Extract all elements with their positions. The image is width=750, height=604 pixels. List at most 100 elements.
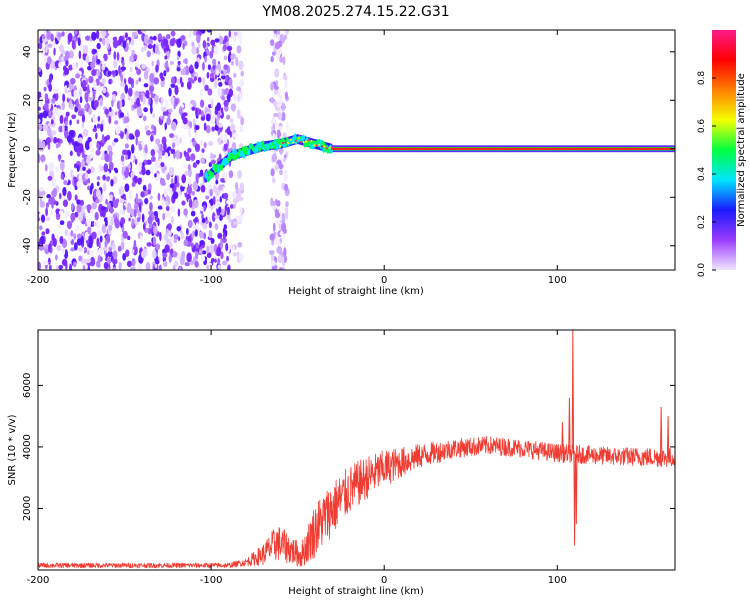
noise-blob (209, 50, 214, 59)
noise-blob (137, 177, 142, 185)
noise-blob (223, 142, 228, 151)
noise-blob (131, 143, 135, 154)
noise-blob (51, 130, 57, 136)
noise-blob (40, 214, 46, 223)
noise-blob (147, 183, 152, 191)
noise-blob (59, 220, 65, 226)
noise-blob (87, 250, 90, 256)
noise-blob (91, 201, 97, 210)
noise-blob (223, 55, 227, 61)
noise-blob (96, 68, 101, 77)
noise-blob (125, 167, 130, 176)
signal-core (281, 141, 285, 145)
noise-blob (55, 143, 59, 149)
noise-blob (218, 206, 222, 213)
noise-blob (149, 105, 153, 115)
noise-blob (143, 70, 149, 80)
noise-blob (91, 231, 97, 240)
noise-blob (110, 216, 115, 226)
noise-blob (167, 223, 172, 231)
noise-blob (238, 60, 244, 70)
noise-blob (216, 116, 219, 126)
noise-blob (84, 140, 90, 151)
noise-blob (276, 48, 282, 56)
noise-blob (200, 116, 206, 121)
noise-blob (176, 38, 182, 48)
noise-blob (57, 224, 62, 229)
noise-blob (98, 85, 101, 92)
noise-blob (213, 80, 218, 89)
noise-blob (126, 202, 132, 213)
noise-blob (157, 192, 161, 201)
noise-blob (130, 152, 134, 162)
colorbar: 0.0 0.2 0.4 0.6 0.8 Normalized spectral ampl… (697, 30, 747, 277)
spectrogram-signal (204, 133, 675, 183)
noise-blob (279, 56, 284, 63)
noise-blob (232, 252, 237, 257)
noise-blob (61, 258, 68, 267)
noise-blob (90, 182, 94, 190)
noise-blob (87, 226, 92, 235)
noise-blob (120, 81, 125, 88)
x-tick-label: 0 (381, 275, 387, 286)
noise-blob (106, 202, 111, 210)
noise-blob (90, 61, 96, 69)
noise-blob (135, 91, 140, 97)
colorbar-gradient (712, 30, 736, 270)
noise-blob (170, 30, 176, 37)
y-tick-label: 40 (22, 45, 33, 58)
noise-blob (236, 45, 242, 54)
noise-blob (85, 35, 91, 41)
noise-blob (209, 204, 214, 210)
noise-blob (93, 49, 97, 54)
noise-blob (285, 201, 289, 208)
noise-blob (112, 176, 118, 185)
noise-blob (223, 136, 228, 145)
noise-blob (55, 265, 60, 270)
noise-blob (186, 252, 192, 263)
signal-band (255, 146, 259, 153)
noise-blob (120, 73, 124, 83)
noise-blob (101, 209, 106, 218)
signal-core (289, 138, 292, 141)
noise-blob (58, 264, 64, 270)
noise-blob (162, 111, 168, 116)
noise-blob (135, 136, 138, 146)
noise-blob (211, 212, 216, 222)
noise-blob (163, 233, 169, 241)
noise-blob (113, 59, 118, 69)
noise-blob (137, 165, 142, 172)
noise-blob (276, 200, 281, 207)
noise-blob (153, 94, 159, 103)
noise-blob (98, 241, 101, 248)
noise-blob (96, 143, 100, 149)
noise-blob (147, 216, 153, 225)
noise-blob (124, 183, 130, 192)
noise-blob (122, 149, 128, 156)
signal-core (292, 141, 295, 144)
noise-blob (92, 116, 97, 124)
noise-blob (85, 165, 89, 171)
noise-blob (62, 186, 67, 197)
noise-blob (53, 47, 56, 56)
noise-blob (106, 175, 110, 182)
noise-blob (226, 255, 229, 262)
noise-blob (95, 189, 102, 198)
snr-x-axis: -200 -100 0 100 (27, 330, 567, 586)
noise-blob (124, 32, 129, 39)
noise-blob (38, 153, 41, 163)
noise-blob (44, 163, 48, 172)
snr-spike (568, 397, 571, 454)
noise-blob (272, 133, 276, 138)
noise-blob (143, 44, 147, 52)
noise-blob (150, 149, 156, 157)
noise-blob (239, 93, 244, 101)
noise-blob (118, 261, 122, 270)
noise-blob (127, 87, 133, 97)
noise-blob (84, 104, 88, 112)
noise-blob (39, 112, 45, 118)
noise-blob (217, 264, 222, 270)
noise-blob (148, 96, 151, 106)
noise-blob (114, 168, 119, 174)
noise-blob (236, 86, 242, 92)
